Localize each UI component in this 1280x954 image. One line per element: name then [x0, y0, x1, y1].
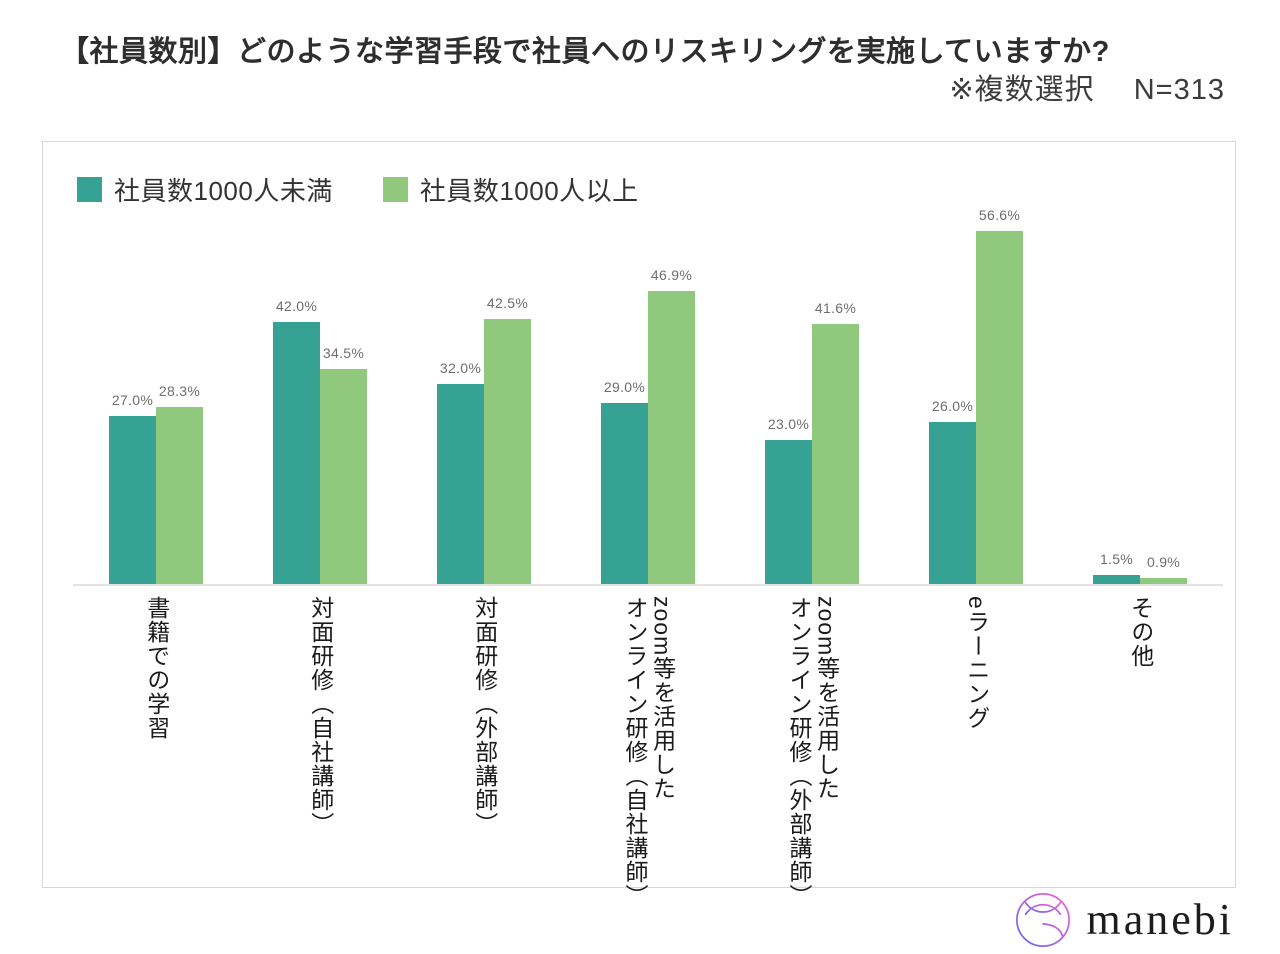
bar-value-label: 23.0%	[767, 416, 810, 432]
chart-legend: 社員数1000人未満 社員数1000人以上	[77, 171, 639, 208]
manebi-logo-mark	[1016, 893, 1071, 947]
bar-value-label: 42.0%	[275, 298, 318, 314]
legend-item: 社員数1000人以上	[382, 171, 639, 208]
bar-value-label: 26.0%	[931, 398, 974, 414]
bar-value-label: 46.9%	[650, 267, 693, 283]
bar-value-label: 28.3%	[158, 383, 201, 399]
category-label: その他	[1127, 596, 1154, 668]
bar-value-label: 27.0%	[111, 392, 154, 408]
category-label: eラーニング	[963, 596, 990, 730]
category-label: zoom等を活用した オンライン研修（外部講師）	[786, 596, 840, 908]
page-title: 【社員数別】どのような学習手段で社員へのリスキリングを実施していますか?	[60, 36, 1110, 68]
legend-swatch-icon	[382, 177, 408, 202]
bar-value-label: 56.6%	[978, 207, 1021, 223]
legend-label: 社員数1000人以上	[419, 176, 639, 206]
bar-series1-cat5	[765, 440, 812, 584]
bar-series2-cat4	[648, 291, 695, 584]
manebi-logo-text: manebi	[1086, 895, 1234, 944]
bar-series1-cat6	[929, 422, 976, 584]
category-label: zoom等を活用した オンライン研修（自社講師）	[622, 596, 676, 908]
bar-series1-cat3	[437, 384, 484, 584]
manebi-logo: manebi	[1014, 891, 1234, 949]
bar-value-label: 0.9%	[1146, 554, 1181, 570]
chart-panel: 社員数1000人未満 社員数1000人以上 27.0% 28.3% 書籍での学習 42.…	[42, 141, 1236, 908]
category-label: 対面研修（外部講師）	[471, 596, 498, 836]
plot-area: 27.0% 28.3% 書籍での学習 42.0% 34.5% 対面研修（自社講師） 32.0…	[43, 142, 1235, 908]
bar-value-label: 34.5%	[322, 345, 365, 361]
bar-series2-cat2	[320, 369, 367, 584]
legend-item: 社員数1000人未満	[77, 171, 333, 208]
bar-series2-cat7	[1140, 578, 1187, 584]
bar-series1-cat1	[109, 416, 156, 584]
legend-swatch-icon	[77, 177, 102, 202]
bar-value-label: 41.6%	[814, 300, 857, 316]
bar-value-label: 1.5%	[1099, 551, 1134, 567]
bar-series2-cat1	[156, 407, 203, 584]
category-label: 書籍での学習	[143, 596, 170, 740]
bar-value-label: 29.0%	[603, 379, 646, 395]
bar-series2-cat5	[812, 324, 859, 584]
bar-value-label: 32.0%	[439, 360, 482, 376]
legend-label: 社員数1000人未満	[114, 176, 333, 206]
bar-series1-cat7	[1093, 575, 1140, 584]
bar-series1-cat2	[273, 322, 320, 584]
bar-series2-cat6	[976, 231, 1023, 584]
x-axis-line	[73, 584, 1223, 586]
bar-series1-cat4	[601, 403, 648, 584]
bar-value-label: 42.5%	[486, 295, 529, 311]
page-subtitle: ※複数選択 N=313	[949, 74, 1225, 106]
bar-series2-cat3	[484, 319, 531, 584]
category-label: 対面研修（自社講師）	[307, 596, 334, 836]
